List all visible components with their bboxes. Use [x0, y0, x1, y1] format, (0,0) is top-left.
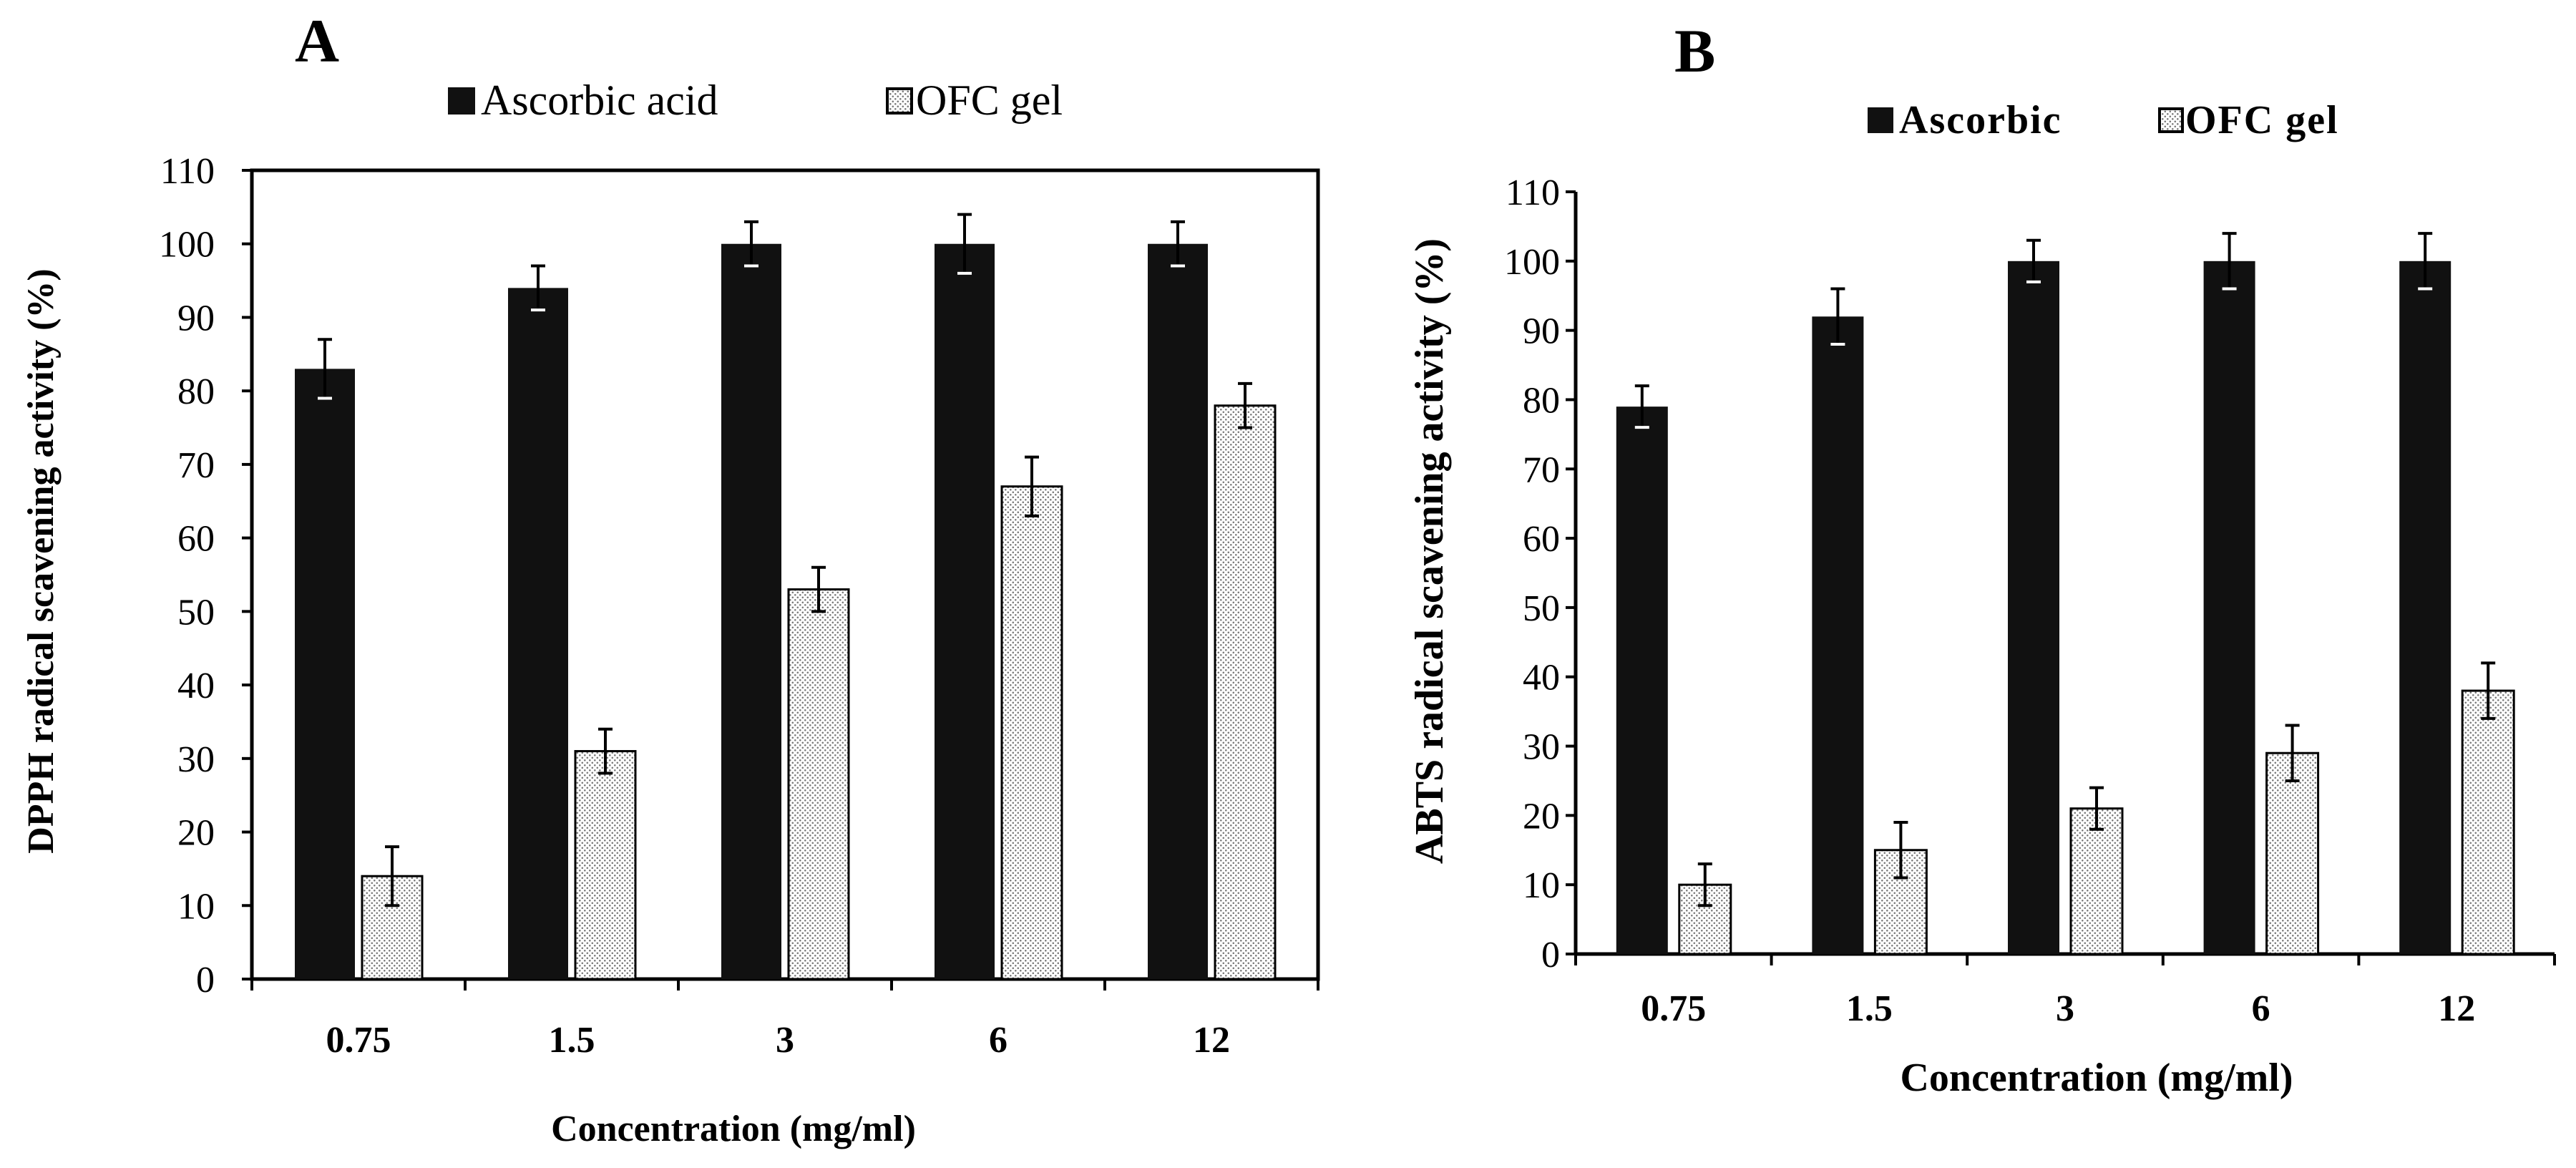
y-axis-title: ABTS radical scavening activity (%) — [1407, 238, 1452, 864]
plot-frame — [250, 168, 1320, 981]
bar-ascorbic — [2203, 261, 2255, 954]
bar-ofc-gel — [574, 750, 637, 980]
x-axis-title: Concentration (mg/ml) — [551, 1109, 916, 1149]
legend-swatch-ofc-gel — [2158, 107, 2184, 133]
legend-label-ascorbic-acid: Ascorbic acid — [481, 77, 718, 124]
legend: Ascorbic OFC gel — [1868, 98, 2339, 142]
chart-panel-b: B Ascorbic OFC gel ABTS radical scavenin… — [1407, 16, 2556, 1100]
y-tick-label: 60 — [1523, 519, 1560, 560]
bar-ascorbic — [2008, 261, 2059, 954]
y-tick-label: 90 — [177, 298, 215, 339]
x-tick-label: 0.75 — [1641, 988, 1706, 1029]
bar-ascorbic — [295, 369, 355, 979]
y-tick-label: 20 — [177, 813, 215, 854]
x-tick-label: 12 — [2438, 988, 2475, 1029]
y-tick-label: 80 — [177, 371, 215, 412]
x-tick-label: 6 — [989, 1020, 1008, 1061]
y-tick-label: 60 — [177, 519, 215, 560]
bar-ascorbic — [1812, 316, 1864, 955]
y-tick-label: 40 — [1523, 658, 1560, 699]
bar-ascorbic — [2399, 261, 2451, 954]
y-tick-label: 80 — [1523, 380, 1560, 421]
chart-panel-a: A Ascorbic acid OFC gel DPPH radical sca… — [21, 6, 1320, 1149]
axis-lines — [1574, 192, 2555, 956]
y-tick-label: 110 — [160, 151, 215, 192]
bar-ascorbic — [721, 243, 781, 979]
y-tick-label: 50 — [1523, 588, 1560, 629]
x-tick-label: 1.5 — [1846, 988, 1893, 1029]
bar-ascorbic — [1148, 243, 1208, 979]
y-tick-label: 70 — [177, 445, 215, 486]
y-tick-label: 90 — [1523, 311, 1560, 352]
bar-ofc-gel — [787, 588, 850, 980]
bar-ofc-gel — [2265, 751, 2320, 955]
bar-ofc-gel — [1000, 485, 1063, 980]
bar-ascorbic — [508, 288, 568, 979]
x-axis-title: Concentration (mg/ml) — [1900, 1056, 2293, 1100]
bar-ascorbic — [935, 243, 995, 979]
legend-label-ofc-gel: OFC gel — [916, 77, 1063, 124]
x-tick-label: 12 — [1193, 1020, 1230, 1061]
x-tick-label: 0.75 — [326, 1020, 391, 1061]
legend-swatch-ascorbic-acid — [448, 87, 475, 115]
y-tick-label: 0 — [1541, 935, 1560, 975]
bars — [295, 213, 1277, 980]
legend-swatch-ofc-gel — [886, 87, 913, 115]
y-tick-label: 10 — [177, 886, 215, 927]
y-tick-label: 100 — [159, 225, 215, 266]
panel-label: A — [295, 6, 339, 75]
panel-label: B — [1674, 16, 1715, 85]
legend-swatch-ascorbic — [1868, 107, 1893, 133]
bar-ascorbic — [1616, 407, 1668, 954]
x-axis: 0.75 1.5 3 6 12 — [1574, 954, 2556, 1029]
legend-label-ofc-gel: OFC gel — [2185, 98, 2339, 142]
y-tick-label: 70 — [1523, 449, 1560, 490]
y-axis: 0 10 20 30 40 50 60 70 80 90 100 110 — [159, 151, 252, 1001]
bar-ofc-gel — [2461, 689, 2515, 955]
y-axis: 0 10 20 30 40 50 60 70 80 90 100 110 — [1504, 172, 1576, 975]
legend-label-ascorbic: Ascorbic — [1899, 98, 2062, 142]
y-tick-label: 30 — [1523, 727, 1560, 768]
y-tick-label: 30 — [177, 739, 215, 780]
y-tick-label: 110 — [1506, 172, 1560, 213]
y-tick-label: 50 — [177, 592, 215, 633]
bar-ofc-gel — [2069, 807, 2124, 955]
bar-ofc-gel — [1214, 404, 1277, 980]
y-tick-label: 100 — [1504, 242, 1560, 283]
legend: Ascorbic acid OFC gel — [448, 77, 1063, 124]
bars — [1616, 232, 2515, 955]
x-tick-label: 3 — [2056, 988, 2074, 1029]
y-tick-label: 10 — [1523, 865, 1560, 906]
y-axis-title: DPPH radical scavening activity (%) — [21, 268, 62, 853]
x-axis: 0.75 1.5 3 6 12 — [250, 979, 1319, 1061]
y-tick-label: 40 — [177, 666, 215, 706]
x-tick-label: 6 — [2252, 988, 2270, 1029]
x-tick-label: 3 — [776, 1020, 794, 1061]
x-tick-label: 1.5 — [549, 1020, 595, 1061]
y-tick-label: 20 — [1523, 796, 1560, 837]
y-tick-label: 0 — [196, 960, 215, 1001]
